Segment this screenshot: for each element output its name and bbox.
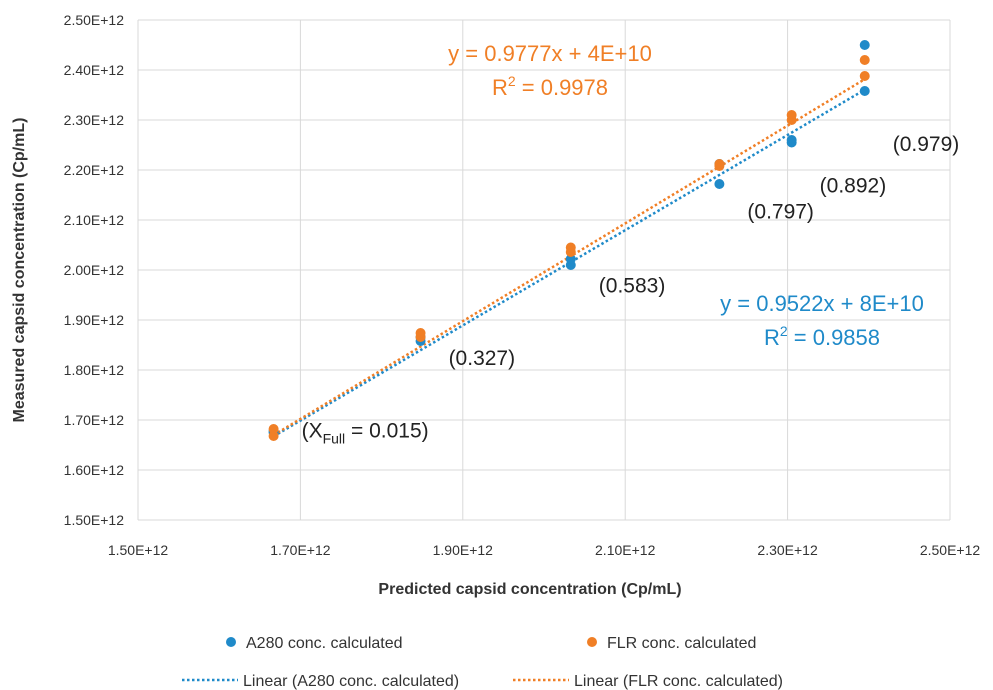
- y-tick-label: 1.70E+12: [64, 412, 125, 428]
- legend-item-a280-points[interactable]: A280 conc. calculated: [226, 635, 403, 652]
- data-points: [268, 40, 870, 441]
- annotation-prefix: (X: [302, 420, 323, 443]
- legend-flr-marker: [587, 637, 597, 647]
- data-point[interactable]: [565, 254, 576, 264]
- point-annotation: (0.797): [747, 201, 814, 224]
- a280-trendline-r-squared: R2 = 0.9858: [764, 323, 880, 350]
- point-annotation: (0.979): [893, 133, 960, 156]
- y-tick-label: 1.50E+12: [64, 512, 125, 528]
- data-point[interactable]: [714, 179, 725, 189]
- data-point[interactable]: [714, 159, 725, 169]
- point-annotations: (XFull = 0.015) (0.327) (0.583) (0.797) (0.8…: [302, 133, 960, 447]
- x-axis-title: Predicted capsid concentration (Cp/mL): [378, 581, 681, 598]
- flr-r2-superscript: 2: [508, 73, 516, 89]
- point-annotation: (0.892): [820, 175, 887, 198]
- x-tick-label: 2.10E+12: [595, 542, 656, 558]
- y-tick-label: 2.00E+12: [64, 262, 125, 278]
- axes: 1.50E+12 1.60E+12 1.70E+12 1.80E+12 1.90E+12…: [64, 12, 981, 558]
- legend-item-a280-trendline[interactable]: Linear (A280 conc. calculated): [182, 673, 459, 690]
- a280-r2-superscript: 2: [780, 323, 788, 339]
- point-annotation: (XFull = 0.015): [302, 420, 429, 447]
- trendlines: [272, 78, 866, 438]
- data-point[interactable]: [859, 86, 870, 96]
- annotation-value: = 0.015): [345, 420, 428, 443]
- data-point[interactable]: [859, 55, 870, 65]
- data-point[interactable]: [268, 424, 279, 434]
- data-point[interactable]: [268, 431, 279, 441]
- legend: A280 conc. calculated FLR conc. calculat…: [182, 635, 783, 690]
- point-annotation: (0.327): [449, 347, 516, 370]
- a280-r2-value: = 0.9858: [788, 325, 880, 350]
- a280-r2-prefix: R: [764, 325, 780, 350]
- y-tick-label: 2.30E+12: [64, 112, 125, 128]
- legend-flr-trendline-label: Linear (FLR conc. calculated): [574, 673, 783, 690]
- x-tick-label: 2.30E+12: [757, 542, 818, 558]
- trendline: [272, 88, 866, 438]
- x-tick-label: 1.70E+12: [270, 542, 331, 558]
- flr-trendline-equation: y = 0.9777x + 4E+10: [448, 41, 652, 66]
- data-point[interactable]: [415, 328, 426, 338]
- y-tick-label: 2.50E+12: [64, 12, 125, 28]
- y-tick-label: 1.80E+12: [64, 362, 125, 378]
- legend-flr-label: FLR conc. calculated: [607, 635, 756, 652]
- data-point[interactable]: [859, 71, 870, 81]
- legend-item-flr-trendline[interactable]: Linear (FLR conc. calculated): [513, 673, 783, 690]
- data-point[interactable]: [565, 242, 576, 253]
- data-point[interactable]: [859, 40, 870, 50]
- a280-trendline-equation: y = 0.9522x + 8E+10: [720, 291, 924, 316]
- y-tick-label: 2.20E+12: [64, 162, 125, 178]
- y-tick-label: 2.10E+12: [64, 212, 125, 228]
- data-point[interactable]: [786, 110, 797, 120]
- legend-item-flr-points[interactable]: FLR conc. calculated: [587, 635, 756, 652]
- legend-a280-trendline-label: Linear (A280 conc. calculated): [243, 673, 459, 690]
- x-tick-label: 1.50E+12: [108, 542, 169, 558]
- legend-a280-label: A280 conc. calculated: [246, 635, 403, 652]
- y-tick-label: 2.40E+12: [64, 62, 125, 78]
- grid-lines: [137, 19, 951, 521]
- legend-a280-marker: [226, 637, 236, 647]
- x-tick-label: 2.50E+12: [920, 542, 981, 558]
- flr-trendline-r-squared: R2 = 0.9978: [492, 73, 608, 100]
- flr-r2-value: = 0.9978: [516, 75, 608, 100]
- y-tick-label: 1.90E+12: [64, 312, 125, 328]
- data-point[interactable]: [786, 135, 797, 145]
- annotation-subscript: Full: [323, 431, 346, 447]
- flr-r2-prefix: R: [492, 75, 508, 100]
- y-tick-label: 1.60E+12: [64, 462, 125, 478]
- x-tick-label: 1.90E+12: [433, 542, 494, 558]
- point-annotation: (0.583): [599, 275, 666, 298]
- y-axis-title: Measured capsid concentration (Cp/mL): [11, 118, 28, 423]
